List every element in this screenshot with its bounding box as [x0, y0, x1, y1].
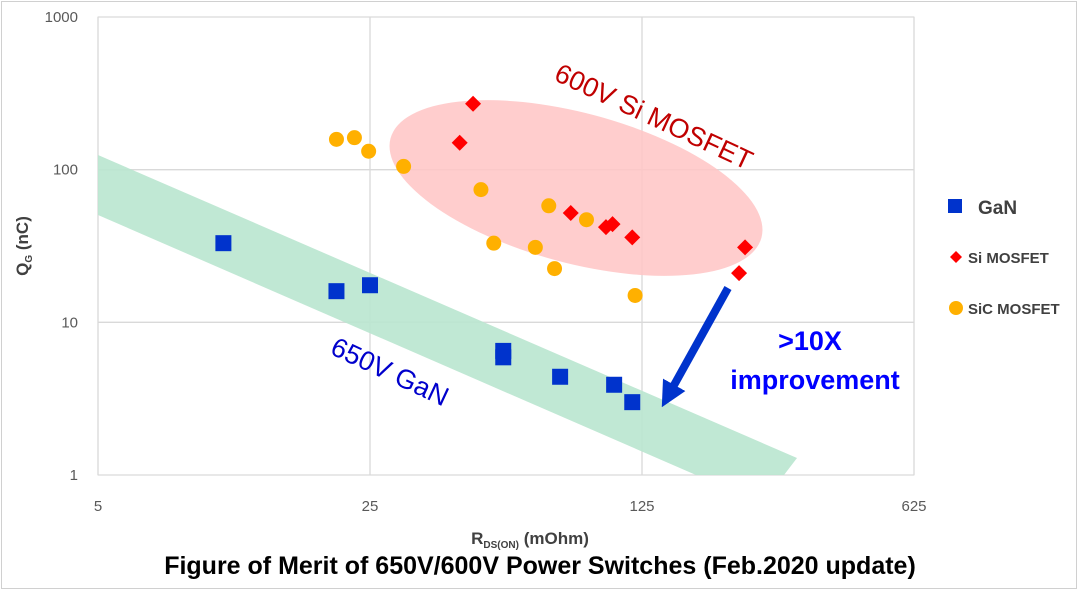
gan-point: [624, 394, 641, 411]
figure-caption: Figure of Merit of 650V/600V Power Switc…: [164, 552, 916, 580]
y-tick-label: 100: [53, 162, 78, 179]
y-tick-label: 1000: [45, 9, 78, 26]
si-mosfet-point: [451, 134, 468, 151]
si-mosfet-point: [737, 239, 754, 256]
sic-mosfet-point: [346, 130, 362, 146]
sic-mosfet-point: [473, 182, 489, 198]
gan-point: [362, 277, 378, 294]
y-tick-label: 10: [61, 314, 78, 331]
y-axis-tick-labels: 1 10 100 1000: [45, 9, 78, 484]
gan-region-band: [98, 155, 797, 475]
sic-mosfet-point: [527, 239, 543, 255]
sic-mosfet-point: [547, 261, 563, 277]
data-markers: [215, 95, 754, 411]
si-mosfet-region-ellipse: [389, 100, 763, 276]
gan-point: [606, 376, 623, 393]
si-mosfet-point: [562, 205, 579, 222]
x-tick-label: 625: [901, 498, 926, 515]
y-tick-label: 1: [70, 467, 78, 484]
legend: GaN Si MOSFET SiC MOSFET: [948, 198, 1060, 318]
x-tick-label: 25: [362, 498, 379, 515]
x-tick-label: 125: [629, 498, 654, 515]
si-mosfet-point: [604, 216, 621, 233]
si-mosfet-point: [624, 229, 641, 246]
legend-sic-mosfet-label: SiC MOSFET: [968, 301, 1060, 318]
legend-sic-mosfet-marker: [949, 301, 963, 315]
gan-point: [552, 368, 569, 385]
y-axis-title: QG (nC): [13, 216, 35, 276]
sic-mosfet-point: [486, 235, 502, 251]
legend-si-mosfet-label: Si MOSFET: [968, 250, 1049, 267]
sic-mosfet-point: [541, 198, 557, 214]
si-mosfet-point: [465, 95, 482, 112]
x-axis-title: RDS(ON) (mOhm): [471, 529, 589, 551]
gan-point: [495, 349, 512, 366]
sic-mosfet-point: [627, 287, 643, 303]
legend-gan-marker: [948, 199, 962, 213]
gan-point: [328, 283, 345, 300]
improvement-label-line2: improvement: [730, 365, 900, 395]
gan-point: [215, 235, 232, 252]
si-mosfet-point: [731, 265, 748, 282]
sic-mosfet-point: [578, 212, 594, 228]
x-tick-label: 5: [94, 498, 102, 515]
legend-gan-label: GaN: [978, 198, 1017, 219]
improvement-label-line1: >10X: [778, 326, 842, 356]
x-axis-tick-labels: 5 25 125 625: [94, 498, 927, 515]
improvement-arrow: [661, 286, 732, 408]
sic-mosfet-point: [396, 158, 412, 174]
legend-si-mosfet-marker: [950, 251, 962, 263]
sic-mosfet-point: [328, 131, 344, 147]
sic-mosfet-point: [361, 143, 377, 159]
